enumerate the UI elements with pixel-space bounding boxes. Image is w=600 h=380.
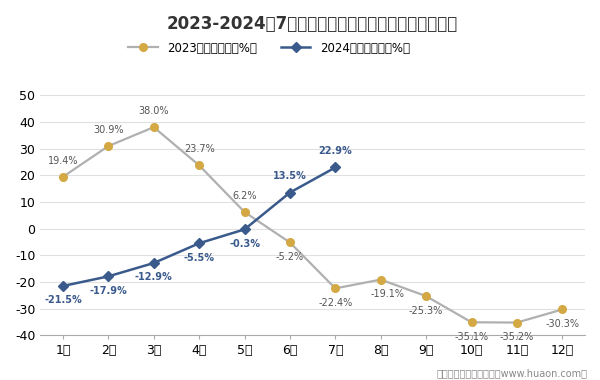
2023年同比增长（%） [196,163,203,168]
Text: -25.3%: -25.3% [409,306,443,315]
2024年同比增长（%） [286,190,293,195]
Text: 22.9%: 22.9% [319,146,352,156]
Text: -22.4%: -22.4% [318,298,352,308]
Line: 2023年同比增长（%）: 2023年同比增长（%） [59,124,566,326]
Text: -12.9%: -12.9% [135,272,173,282]
2024年同比增长（%） [332,165,339,170]
Text: -5.2%: -5.2% [276,252,304,262]
Text: 19.4%: 19.4% [47,156,78,166]
2023年同比增长（%） [241,210,248,214]
2024年同比增长（%） [150,261,157,265]
Text: -0.3%: -0.3% [229,239,260,249]
2024年同比增长（%） [241,227,248,232]
2023年同比增长（%） [468,320,475,325]
Text: -17.9%: -17.9% [89,286,127,296]
2024年同比增长（%） [196,241,203,245]
Text: -19.1%: -19.1% [371,289,404,299]
2023年同比增长（%） [286,240,293,245]
2023年同比增长（%） [59,174,67,179]
2023年同比增长（%） [377,277,385,282]
Text: -35.1%: -35.1% [454,332,488,342]
Text: 6.2%: 6.2% [232,191,257,201]
2024年同比增长（%） [59,284,67,288]
Text: -21.5%: -21.5% [44,295,82,306]
Text: 13.5%: 13.5% [273,171,307,181]
Text: -30.3%: -30.3% [545,319,580,329]
Text: -35.2%: -35.2% [500,332,534,342]
Title: 2023-2024年7月仔猪（普通）集贸市场价格同比增速: 2023-2024年7月仔猪（普通）集贸市场价格同比增速 [167,15,458,33]
2023年同比增长（%） [422,294,430,298]
2023年同比增长（%） [514,320,521,325]
Legend: 2023年同比增长（%）, 2024年同比增长（%）: 2023年同比增长（%）, 2024年同比增长（%） [124,37,415,59]
2023年同比增长（%） [105,144,112,149]
Text: 38.0%: 38.0% [139,106,169,116]
Text: -5.5%: -5.5% [184,253,215,263]
Text: 制图：华经产业研究院（www.huaon.com）: 制图：华经产业研究院（www.huaon.com） [437,368,588,378]
2023年同比增长（%） [332,286,339,291]
2024年同比增长（%） [105,274,112,279]
2023年同比增长（%） [150,125,157,130]
Text: 30.9%: 30.9% [93,125,124,135]
2023年同比增长（%） [559,307,566,312]
Text: 23.7%: 23.7% [184,144,215,154]
Line: 2024年同比增长（%）: 2024年同比增长（%） [59,164,339,290]
